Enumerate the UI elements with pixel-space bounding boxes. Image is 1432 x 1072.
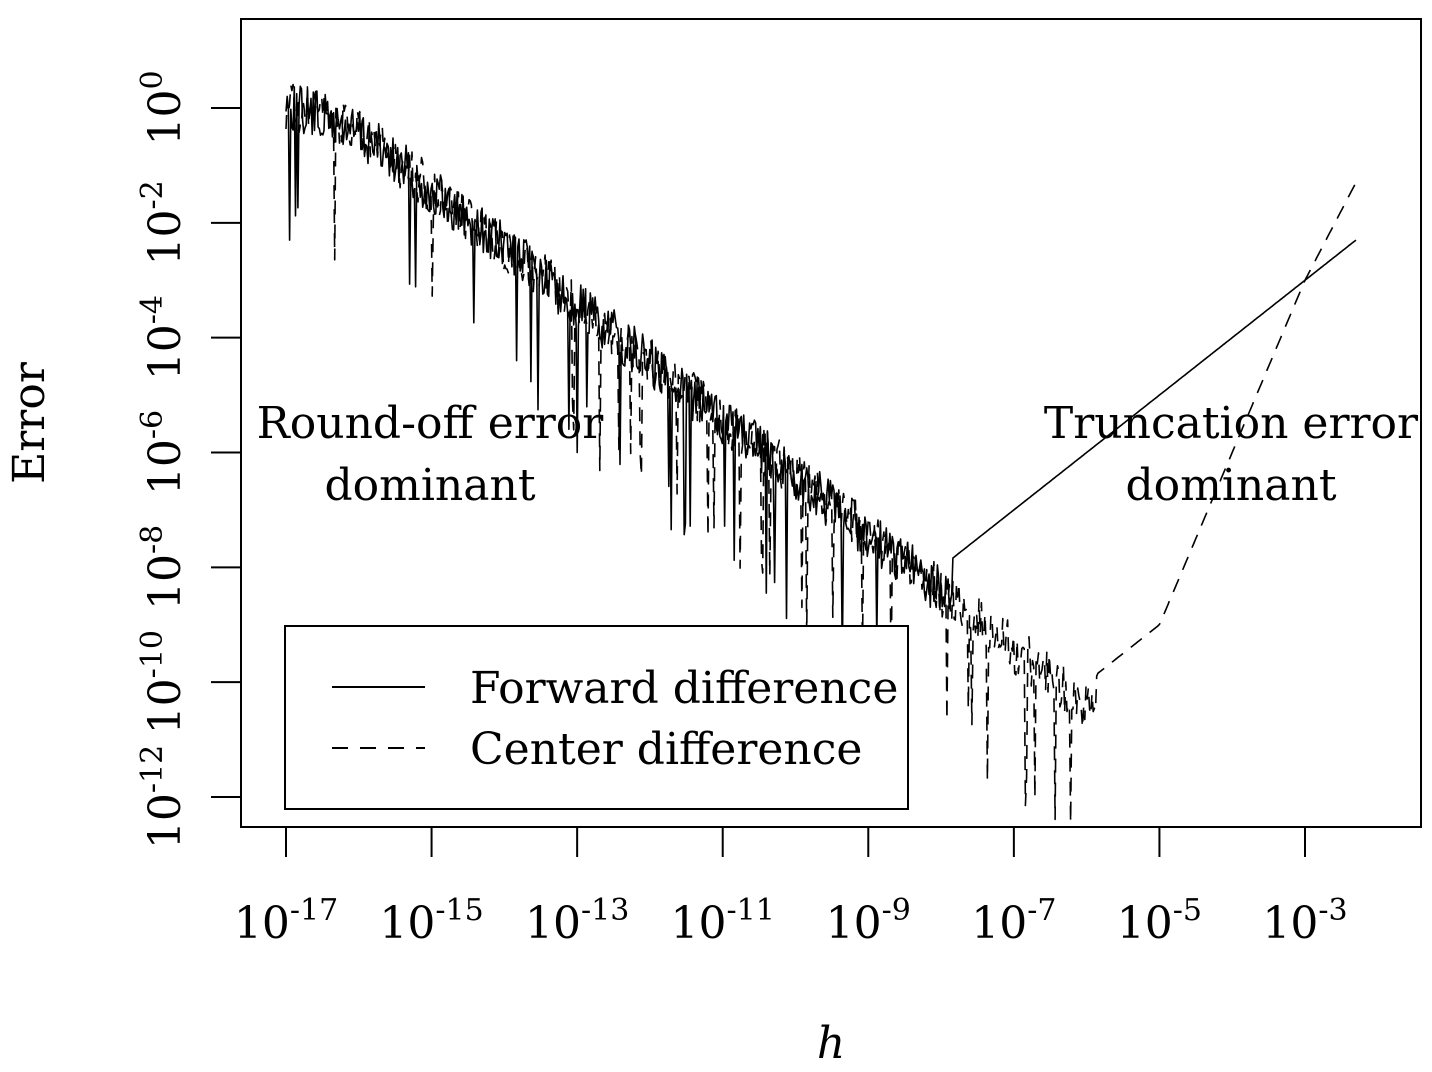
x-tick-label-base: 10 xyxy=(1262,898,1318,949)
y-tick-label-base: 10 xyxy=(140,554,191,610)
y-tick-label-exp: -8 xyxy=(135,525,170,554)
x-tick-label-base: 10 xyxy=(826,898,882,949)
y-tick-label-exp: -2 xyxy=(135,180,170,209)
legend-label-center: Center difference xyxy=(470,724,862,775)
y-tick-label-base: 10 xyxy=(140,324,191,380)
series-layer xyxy=(285,83,1357,824)
x-tick-label: 10-17 xyxy=(234,893,338,949)
annotation-truncation-line-1: Truncation error xyxy=(1044,398,1419,449)
x-tick-label: 10-7 xyxy=(971,893,1056,949)
legend: Forward difference Center difference xyxy=(284,625,909,810)
x-tick-label-base: 10 xyxy=(1117,898,1173,949)
x-tick-label: 10-3 xyxy=(1262,893,1347,949)
series-center-difference xyxy=(285,83,1357,824)
x-tick-label-base: 10 xyxy=(971,898,1027,949)
x-tick-label-base: 10 xyxy=(234,898,290,949)
x-tick-label-exp: -3 xyxy=(1318,893,1347,928)
x-tick-label: 10-9 xyxy=(826,893,911,949)
annotation-truncation-line-2: dominant xyxy=(1125,460,1336,511)
x-tick-label-exp: -11 xyxy=(727,893,775,928)
legend-label-forward: Forward difference xyxy=(470,663,898,714)
x-tick-label-base: 10 xyxy=(671,898,727,949)
y-tick-label-exp: 0 xyxy=(135,70,170,89)
x-tick-label-exp: -15 xyxy=(435,893,483,928)
y-axis-title: Error xyxy=(4,361,55,484)
x-tick-label-base: 10 xyxy=(379,898,435,949)
x-tick-label-exp: -17 xyxy=(290,893,338,928)
y-tick-label-base: 10 xyxy=(140,678,191,734)
annotation-roundoff-line-2: dominant xyxy=(324,460,535,511)
y-tick-label-exp: -6 xyxy=(135,410,170,439)
x-tick-label-exp: -7 xyxy=(1027,893,1056,928)
y-tick-label-exp: -10 xyxy=(135,630,170,678)
y-tick-label-base: 10 xyxy=(140,90,191,146)
annotation-roundoff-line-1: Round-off error xyxy=(257,398,605,449)
legend-box xyxy=(284,625,909,810)
x-tick-label-exp: -9 xyxy=(882,893,911,928)
x-tick-label-exp: -5 xyxy=(1173,893,1202,928)
annotation-roundoff: Round-off error dominant xyxy=(257,398,605,511)
x-tick-label: 10-5 xyxy=(1117,893,1202,949)
x-tick-label-exp: -13 xyxy=(581,893,629,928)
y-tick-label-base: 10 xyxy=(140,793,191,849)
y-tick-label: 10-12 xyxy=(135,745,191,849)
x-tick-label: 10-15 xyxy=(379,893,483,949)
y-tick-label-exp: -12 xyxy=(135,745,170,793)
y-tick-label: 10-8 xyxy=(135,525,191,610)
x-tick-label: 10-11 xyxy=(671,893,775,949)
x-axis: 10-17 10-15 10-13 10-11 10-9 10-7 10-5 10-3 xyxy=(234,826,1348,949)
y-tick-label-base: 10 xyxy=(140,209,191,265)
y-tick-label-base: 10 xyxy=(140,439,191,495)
y-tick-label: 10-6 xyxy=(135,410,191,495)
y-tick-label: 10-2 xyxy=(135,180,191,265)
series-forward-difference xyxy=(285,85,1357,663)
x-tick-label: 10-13 xyxy=(525,893,629,949)
y-tick-label-exp: -4 xyxy=(135,295,170,324)
x-tick-label-base: 10 xyxy=(525,898,581,949)
y-tick-label: 10-4 xyxy=(135,295,191,380)
y-tick-label: 10-10 xyxy=(135,630,191,734)
y-tick-label: 100 xyxy=(135,70,191,145)
x-axis-title: h xyxy=(817,1018,845,1069)
annotation-truncation: Truncation error dominant xyxy=(1044,398,1419,511)
